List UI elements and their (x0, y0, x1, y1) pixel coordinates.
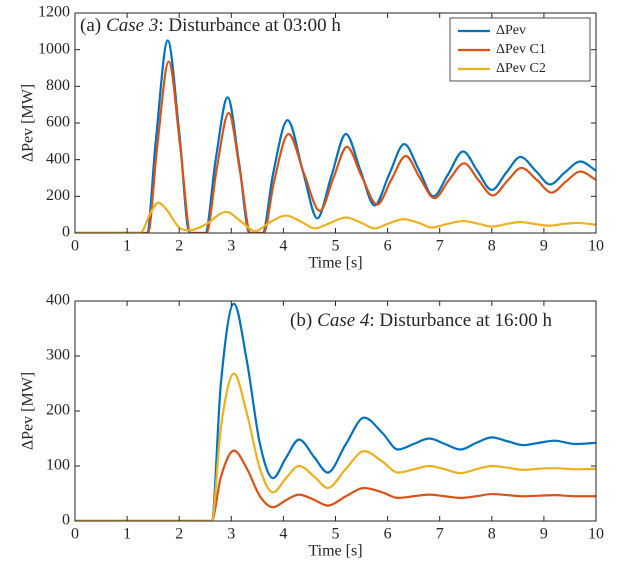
x-tick-label: 8 (488, 526, 496, 543)
annotation-prefix: (b) (290, 310, 312, 331)
data-line (75, 302, 596, 521)
legend-label: ΔPev (496, 23, 526, 38)
x-tick-label: 8 (488, 238, 496, 255)
y-tick-label: 100 (46, 457, 70, 474)
y-tick-label: 200 (46, 402, 70, 419)
y-tick-label: 200 (46, 187, 70, 204)
y-tick-label: 800 (46, 77, 70, 94)
x-tick-label: 3 (227, 238, 235, 255)
y-tick-label: 400 (46, 150, 70, 167)
y-axis-label: ΔPev [MW] (20, 84, 37, 162)
data-line (75, 449, 596, 521)
data-line (75, 201, 596, 233)
axes-box (74, 300, 597, 522)
x-tick-label: 4 (279, 526, 287, 543)
x-tick-label: 2 (175, 526, 183, 543)
x-tick-label: 10 (588, 238, 604, 255)
legend-label: ΔPev C1 (496, 42, 546, 57)
annotation: (b) Case 4: Disturbance at 16:00 h (290, 310, 552, 331)
x-tick-label: 7 (436, 238, 444, 255)
x-tick-label: 0 (71, 238, 79, 255)
y-tick-label: 400 (46, 292, 70, 309)
x-tick-label: 6 (384, 526, 392, 543)
x-tick-label: 1 (123, 526, 131, 543)
y-tick-label: 0 (62, 512, 70, 529)
x-tick-label: 2 (175, 238, 183, 255)
x-tick-label: 6 (384, 238, 392, 255)
annotation-prefix: (a) (80, 15, 101, 36)
annotation-emphasis: Case 3 (106, 15, 158, 36)
annotation-suffix: : Disturbance at 03:00 h (158, 15, 341, 36)
x-tick-label: 7 (436, 526, 444, 543)
legend-label: ΔPev C2 (496, 61, 546, 76)
annotation-emphasis: Case 4 (317, 310, 370, 331)
y-tick-label: 1200 (38, 4, 70, 21)
x-tick-label: 9 (540, 238, 548, 255)
x-tick-label: 10 (588, 526, 604, 543)
data-line (75, 372, 596, 521)
y-axis-label: ΔPev [MW] (20, 372, 37, 450)
x-tick-label: 1 (123, 238, 131, 255)
annotation-suffix: : Disturbance at 16:00 h (369, 310, 552, 331)
y-tick-label: 1000 (38, 40, 70, 57)
x-tick-label: 3 (227, 526, 235, 543)
x-axis-label: Time [s] (308, 543, 362, 560)
x-axis-label: Time [s] (308, 255, 362, 272)
y-tick-label: 0 (62, 224, 70, 241)
x-tick-label: 5 (332, 526, 340, 543)
x-tick-label: 4 (279, 238, 287, 255)
annotation: (a) Case 3: Disturbance at 03:00 h (80, 15, 341, 36)
y-tick-label: 300 (46, 347, 70, 364)
y-tick-label: 600 (46, 114, 70, 131)
x-tick-label: 5 (332, 238, 340, 255)
x-tick-label: 9 (540, 526, 548, 543)
x-tick-label: 0 (71, 526, 79, 543)
